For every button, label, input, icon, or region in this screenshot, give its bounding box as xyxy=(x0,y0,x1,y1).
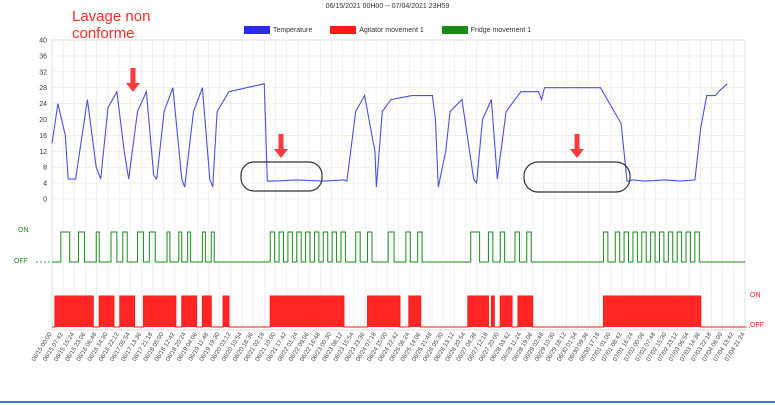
agitator-state-on-block xyxy=(491,296,495,327)
arrow-fridge-stable-1-shaft xyxy=(278,134,284,150)
y-tick-label: 16 xyxy=(39,133,47,140)
agitator-state-on-block xyxy=(99,296,114,327)
legend: Temperature Agitator movement 1 Fridge m… xyxy=(0,26,775,36)
bottom-rule xyxy=(0,401,775,403)
highlight-box-2 xyxy=(523,161,631,193)
agitator-on-label: ON xyxy=(750,292,761,299)
y-tick-label: 20 xyxy=(39,117,47,124)
legend-label-temperature: Temperature xyxy=(272,26,313,34)
agitator-state-on-block xyxy=(119,296,135,327)
arrow-fridge-stable-1-head xyxy=(274,149,288,158)
y-tick-label: 24 xyxy=(39,101,47,108)
agitator-off-label: OFF xyxy=(750,322,764,329)
temperature-line xyxy=(51,83,728,188)
legend-swatch-temperature xyxy=(243,26,270,34)
fridge-off-label: OFF xyxy=(14,258,28,265)
arrow-lavage-head xyxy=(126,83,140,92)
agitator-state-on-block xyxy=(181,296,197,327)
agitator-state-on-block xyxy=(467,296,489,327)
fridge-state-line xyxy=(52,231,745,263)
agitator-state-on-block xyxy=(143,296,176,327)
agitator-state-on-block xyxy=(500,296,513,327)
arrow-lavage-shaft xyxy=(130,68,136,84)
arrow-fridge-stable-2-head xyxy=(570,149,584,158)
y-tick-label: 40 xyxy=(39,38,47,45)
annotation-lavage-non-conforme: Lavage non conforme xyxy=(72,8,151,42)
legend-label-agitator: Agitator movement 1 xyxy=(359,26,424,34)
legend-label-fridge: Fridge movement 1 xyxy=(470,26,532,34)
y-tick-label: 32 xyxy=(39,69,47,76)
fridge-on-label: ON xyxy=(18,227,29,234)
y-tick-label: 0 xyxy=(43,197,47,204)
legend-swatch-agitator xyxy=(330,26,357,34)
y-tick-label: 4 xyxy=(43,181,47,188)
highlight-box-1 xyxy=(240,161,323,192)
agitator-state-line xyxy=(52,295,745,328)
agitator-state-on-block xyxy=(223,296,229,327)
agitator-state-on-block xyxy=(517,296,533,327)
y-tick-label: 12 xyxy=(39,149,47,156)
y-tick-label: 36 xyxy=(39,53,47,60)
agitator-state-on-block xyxy=(408,296,421,327)
agitator-state-on-block xyxy=(202,296,212,327)
arrow-fridge-stable-2-shaft xyxy=(574,134,580,150)
agitator-state-on-block xyxy=(54,296,94,327)
y-tick-label: 8 xyxy=(43,165,47,172)
agitator-state-on-block xyxy=(270,296,344,327)
legend-swatch-fridge xyxy=(441,26,468,34)
y-tick-label: 28 xyxy=(39,85,47,92)
agitator-state-on-block xyxy=(367,296,400,327)
agitator-state-on-block xyxy=(603,296,701,327)
legend-item-agitator[interactable]: Agitator movement 1 xyxy=(330,26,424,34)
legend-item-fridge[interactable]: Fridge movement 1 xyxy=(441,26,532,34)
date-range-title: 06/15/2021 00H00 -- 07/04/2021 23H59 xyxy=(325,3,450,10)
legend-item-temperature[interactable]: Temperature xyxy=(243,26,313,34)
